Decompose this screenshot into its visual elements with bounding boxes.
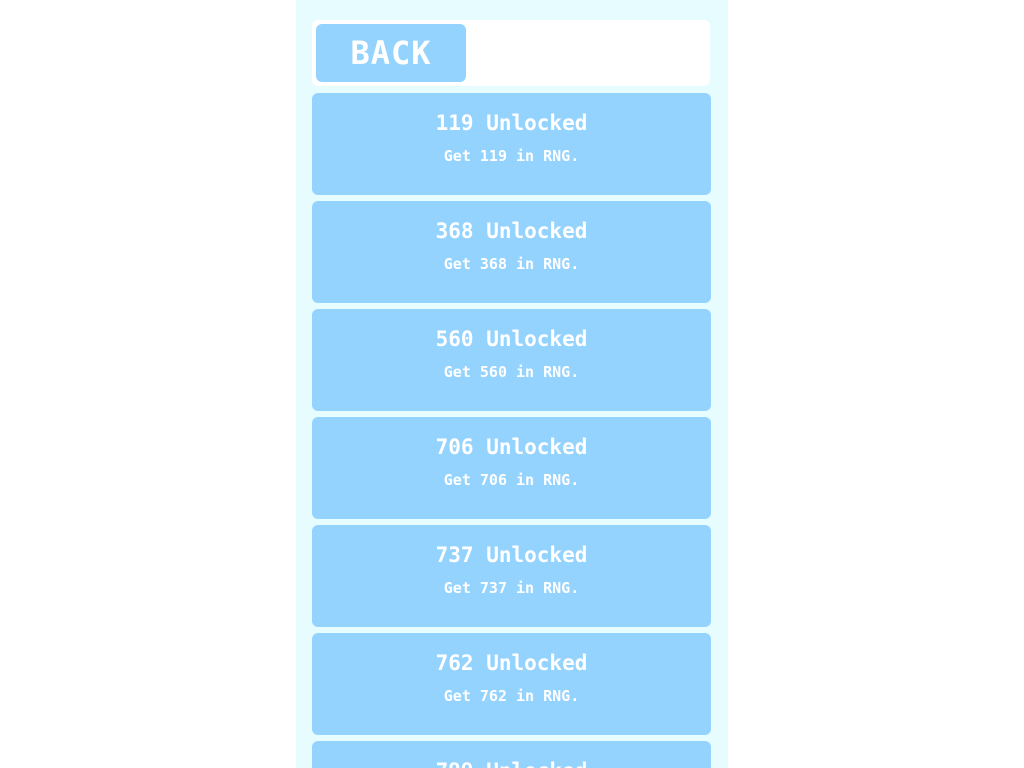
achievement-description: Get 119 in RNG.	[443, 147, 580, 165]
achievement-description: Get 368 in RNG.	[443, 255, 580, 273]
achievement-card[interactable]: 762 Unlocked Get 762 in RNG.	[312, 633, 711, 735]
achievement-description: Get 762 in RNG.	[443, 687, 580, 705]
achievement-title: 737 Unlocked	[435, 543, 588, 567]
achievement-description: Get 560 in RNG.	[443, 363, 580, 381]
achievement-card[interactable]: 737 Unlocked Get 737 in RNG.	[312, 525, 711, 627]
achievement-title: 762 Unlocked	[435, 651, 588, 675]
achievement-title: 119 Unlocked	[435, 111, 588, 135]
achievement-description: Get 737 in RNG.	[443, 579, 580, 597]
achievement-card[interactable]: 560 Unlocked Get 560 in RNG.	[312, 309, 711, 411]
achievement-card[interactable]: 119 Unlocked Get 119 in RNG.	[312, 93, 711, 195]
top-bar: BACK	[312, 20, 710, 86]
achievement-title: 560 Unlocked	[435, 327, 588, 351]
achievement-title: 706 Unlocked	[435, 435, 588, 459]
back-button[interactable]: BACK	[316, 24, 466, 82]
achievements-panel: BACK 119 Unlocked Get 119 in RNG. 368 Un…	[296, 0, 728, 768]
achievement-title: 799 Unlocked	[436, 759, 588, 768]
achievement-card[interactable]: 799 Unlocked Get 799 in RNG.	[312, 741, 711, 768]
achievement-title: 368 Unlocked	[435, 219, 588, 243]
achievement-description: Get 706 in RNG.	[443, 471, 580, 489]
achievement-card[interactable]: 368 Unlocked Get 368 in RNG.	[312, 201, 711, 303]
achievement-card[interactable]: 706 Unlocked Get 706 in RNG.	[312, 417, 711, 519]
achievement-list[interactable]: 119 Unlocked Get 119 in RNG. 368 Unlocke…	[312, 93, 711, 768]
